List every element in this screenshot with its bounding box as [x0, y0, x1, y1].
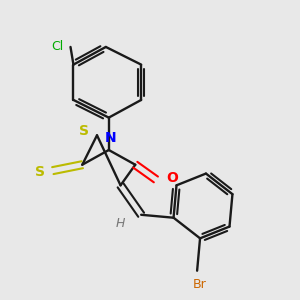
Text: O: O [166, 171, 178, 185]
Text: S: S [79, 124, 89, 138]
Text: Br: Br [193, 278, 207, 291]
Text: S: S [34, 165, 45, 179]
Text: Cl: Cl [51, 40, 63, 53]
Text: N: N [104, 131, 116, 145]
Text: H: H [116, 217, 125, 230]
